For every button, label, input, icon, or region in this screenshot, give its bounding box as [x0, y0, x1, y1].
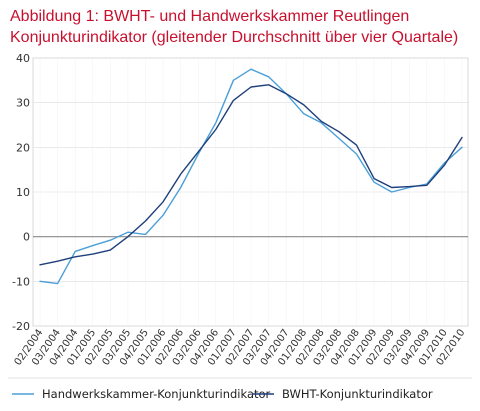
chart-title-line-1: Abbildung 1: BWHT- und Handwerkskammer R…	[10, 8, 410, 25]
chart-title-line-2: Konjunkturindikator (gleitender Durchsch…	[10, 29, 459, 46]
y-tick-label: -20	[12, 320, 30, 333]
gridlines	[33, 57, 468, 327]
y-tick-label: 0	[23, 231, 30, 244]
x-axis-tick-labels: 02/200403/200404/200401/200502/200503/20…	[13, 327, 468, 367]
series-lines	[39, 68, 463, 285]
y-axis-tick-labels: 40 30 20 10 0 -10 -20	[12, 52, 30, 333]
y-tick-label: 20	[16, 141, 30, 154]
legend-label-handwerkskammer: Handwerkskammer-Konjunkturindikator	[42, 387, 271, 401]
y-tick-label: 40	[16, 52, 30, 65]
chart-title: Abbildung 1: BWHT- und Handwerkskammer R…	[10, 6, 472, 48]
legend-label-bwht: BWHT-Konjunkturindikator	[282, 387, 433, 401]
y-tick-label: 30	[16, 97, 30, 110]
series-line-handwerkskammer	[39, 68, 463, 285]
y-tick-label: -10	[12, 275, 30, 288]
y-tick-label: 10	[16, 186, 30, 199]
series-line-bwht	[39, 84, 463, 266]
legend: Handwerkskammer-Konjunkturindikator BWHT-…	[12, 387, 433, 401]
